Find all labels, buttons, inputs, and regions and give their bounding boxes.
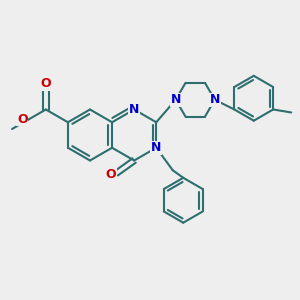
Text: N: N xyxy=(210,93,220,106)
Text: N: N xyxy=(151,141,161,154)
Text: O: O xyxy=(40,77,51,90)
Text: N: N xyxy=(171,93,181,106)
Text: O: O xyxy=(17,113,28,126)
Text: O: O xyxy=(106,168,116,181)
Text: N: N xyxy=(129,103,140,116)
